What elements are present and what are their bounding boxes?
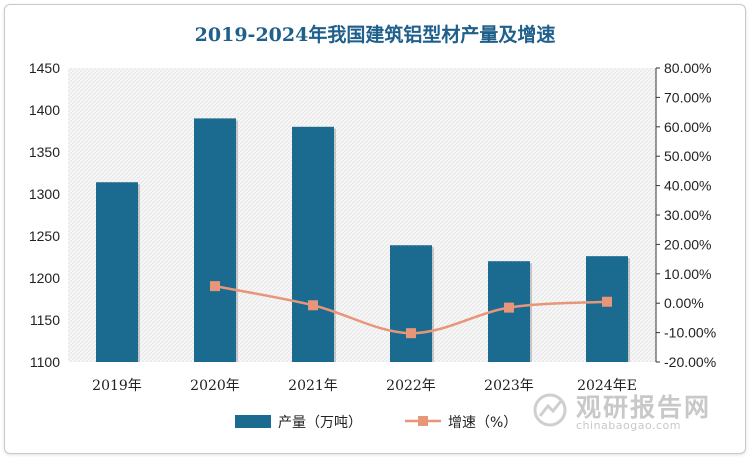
watermark-logo-icon	[533, 393, 567, 427]
y-right-tick-label: 70.00%	[664, 89, 711, 105]
chart-title: 2019-2024年我国建筑铝型材产量及增速	[194, 24, 556, 46]
y-left-tick-label: 1200	[29, 270, 60, 286]
bar-2020年	[194, 118, 236, 363]
y-right-tick-label: 50.00%	[664, 148, 711, 164]
y-right-tick-label: 20.00%	[664, 236, 711, 252]
bar-2022年	[390, 245, 432, 362]
growth-point-2022年	[406, 328, 416, 339]
y-left-tick-label: 1400	[29, 102, 60, 118]
x-tick-label: 2022年	[386, 378, 436, 394]
plot-area	[68, 68, 656, 362]
x-tick-label: 2021年	[288, 378, 338, 394]
legend-line-label: 增速（%）	[448, 415, 517, 431]
watermark: 观研报告网 chinabaogao.com	[532, 388, 732, 438]
y-left-tick-label: 1300	[29, 186, 60, 202]
bar-2019年	[96, 182, 138, 362]
growth-point-2020年	[210, 281, 220, 292]
y-left-tick-label: 1100	[30, 354, 60, 370]
legend-bar-label: 产量（万吨）	[278, 415, 362, 431]
y-right-tick-label: 10.00%	[664, 266, 711, 282]
y-left-tick-label: 1350	[29, 144, 60, 160]
bar-2021年	[292, 126, 334, 362]
x-tick-label: 2019年	[92, 378, 142, 394]
y-left-tick-label: 1150	[30, 312, 60, 328]
growth-point-2021年	[308, 300, 318, 311]
bar-2024年E	[586, 256, 628, 362]
x-tick-label: 2020年	[190, 378, 240, 394]
y-right-tick-label: 0.00%	[664, 295, 704, 311]
x-tick-label: 2024年E	[577, 378, 637, 394]
y-left-tick-label: 1450	[29, 60, 60, 76]
x-tick-label: 2023年	[484, 378, 534, 394]
y-right-tick-label: 60.00%	[664, 119, 711, 135]
watermark-text: 观研报告网	[576, 393, 712, 422]
y-right-tick-label: 30.00%	[664, 207, 711, 223]
y-right-tick-label: 40.00%	[664, 178, 711, 194]
watermark-url: chinabaogao.com	[576, 419, 681, 432]
y-right-tick-label: -10.00%	[664, 325, 716, 341]
y-right-tick-label: -20.00%	[664, 354, 716, 370]
y-left-tick-label: 1250	[29, 228, 60, 244]
y-right-tick-label: 80.00%	[664, 60, 711, 76]
growth-point-2024年E	[602, 296, 612, 307]
legend-line-marker	[418, 416, 428, 426]
growth-point-2023年	[504, 302, 514, 313]
legend-bar-swatch	[235, 415, 271, 428]
